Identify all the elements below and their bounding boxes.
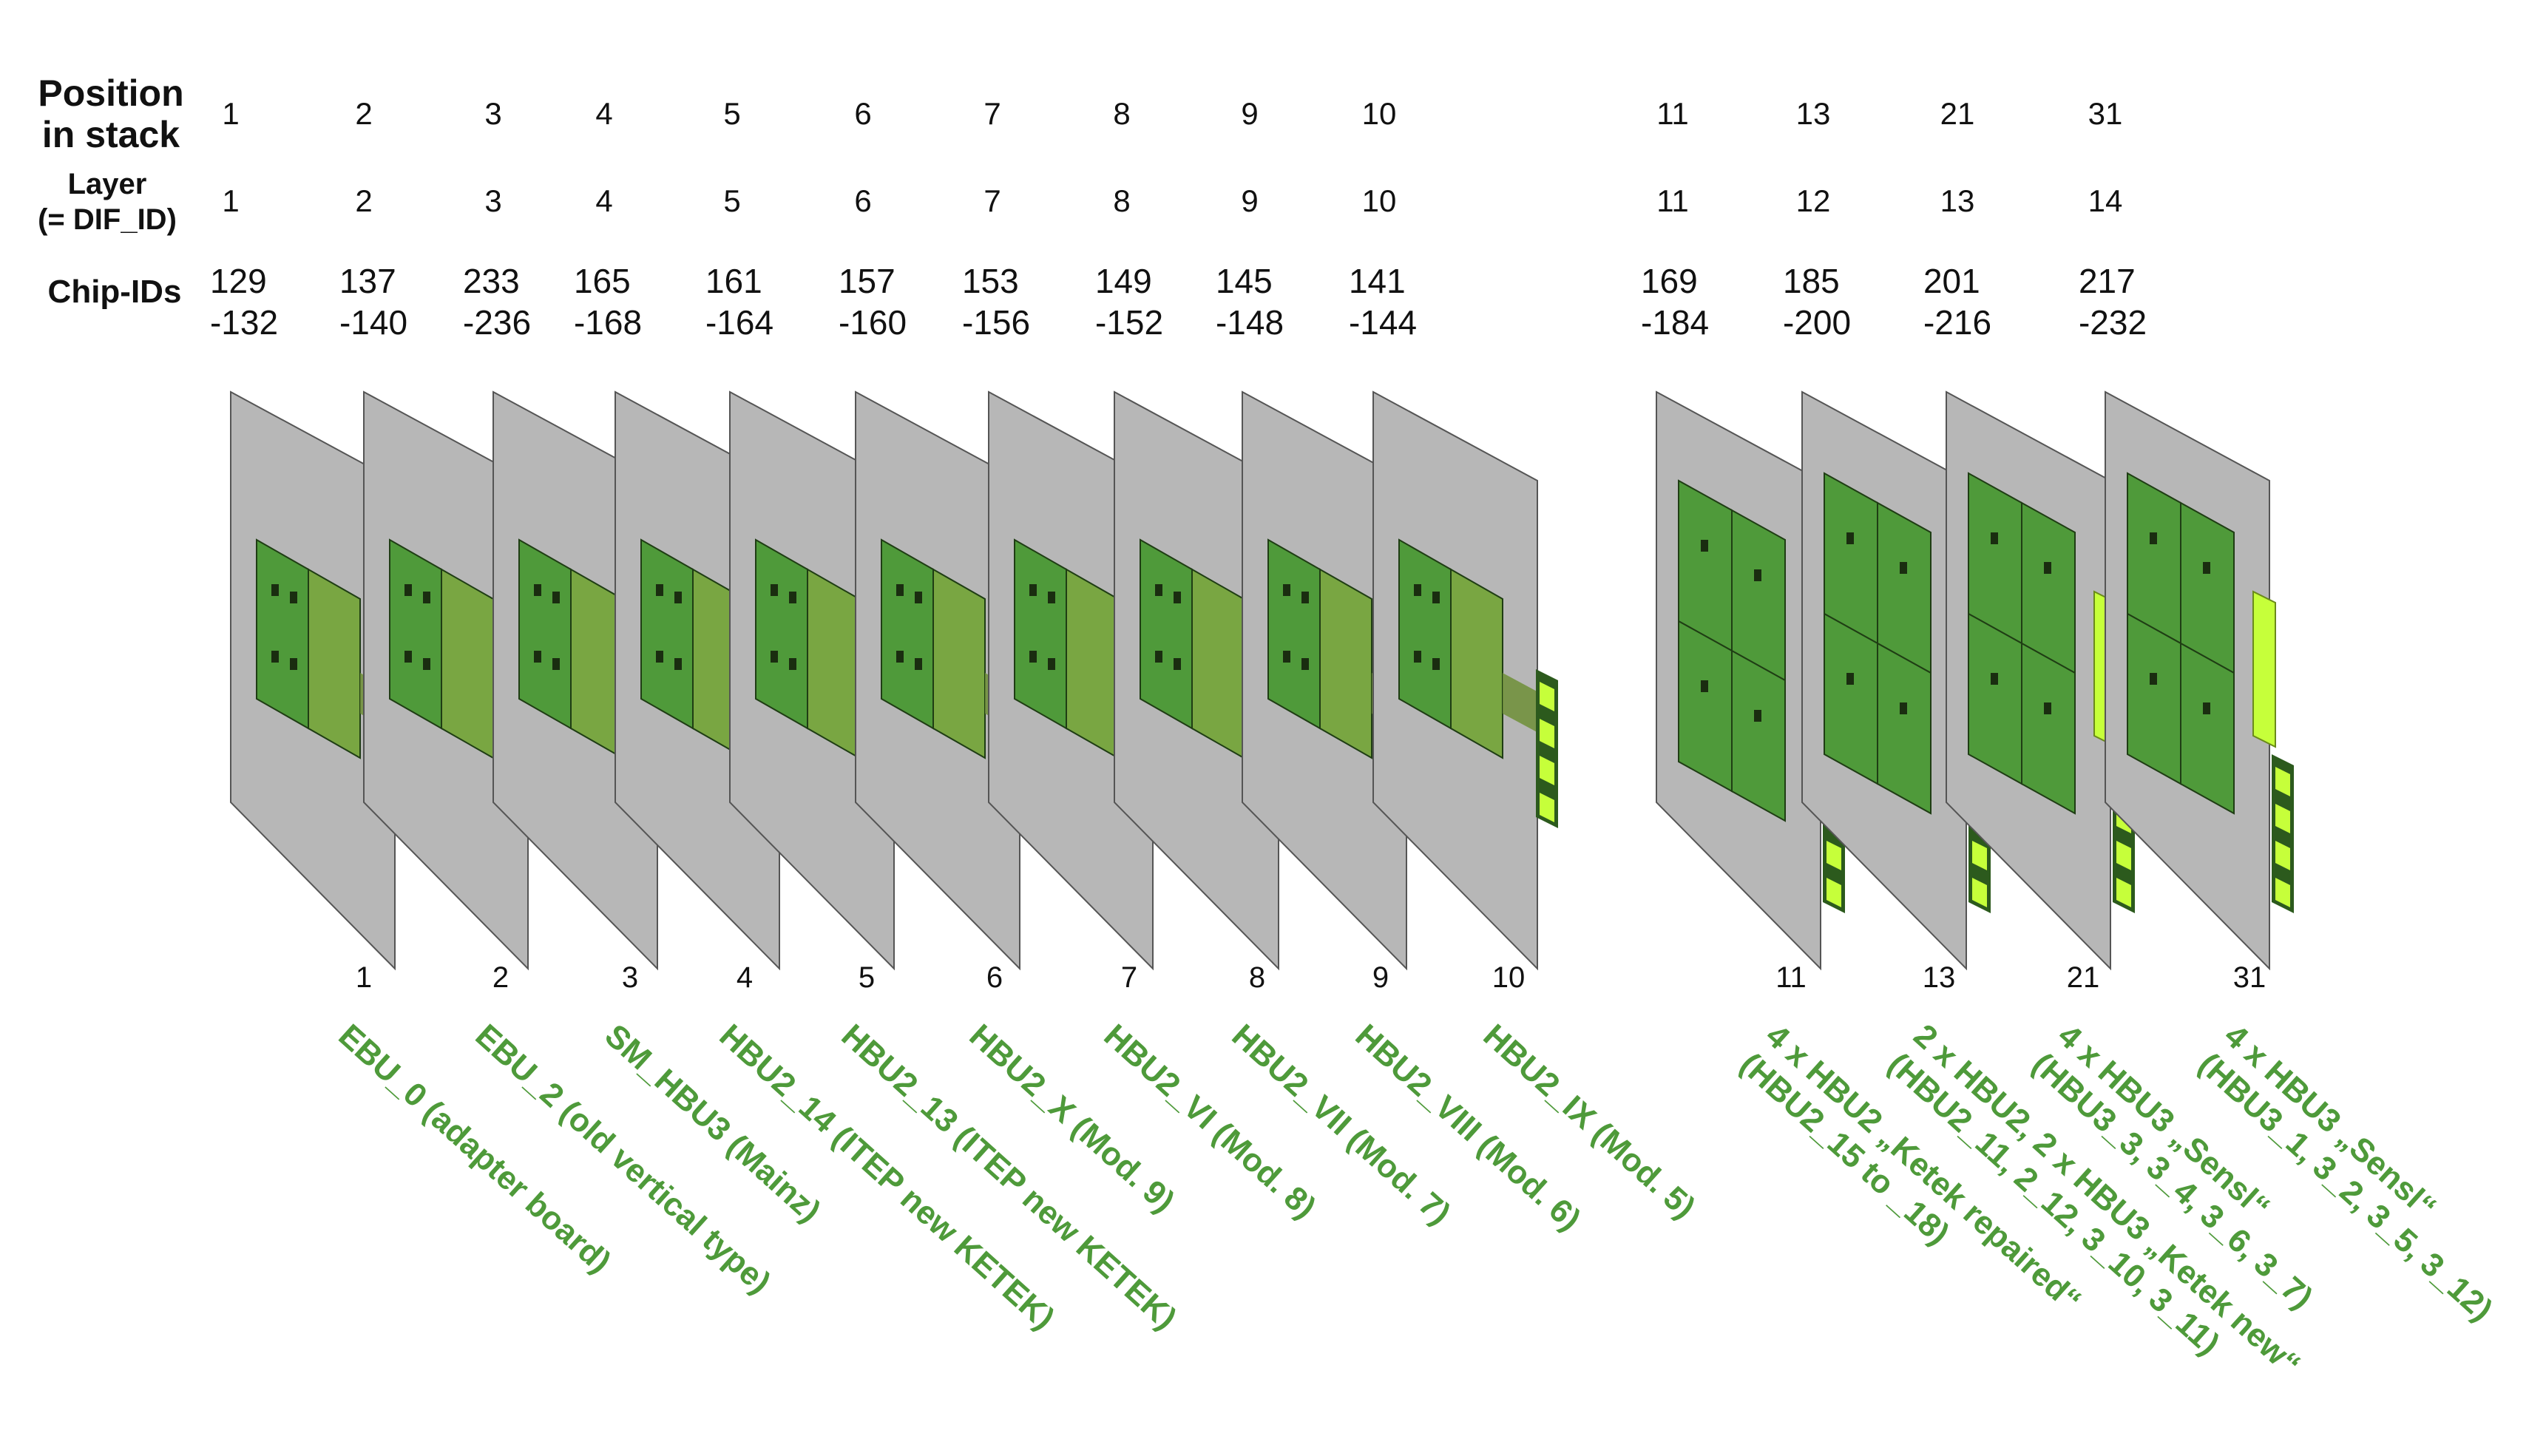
plate-10	[1372, 390, 1558, 971]
stack-position-10: 10	[1361, 96, 1397, 131]
chip-ids-3: 233 -236	[462, 262, 532, 342]
stack-position-4: 4	[595, 96, 613, 131]
stack-position-8: 8	[1113, 96, 1131, 131]
plate-number-5: 5	[858, 961, 876, 994]
chip-ids-13: 201 -216	[1923, 262, 1992, 342]
plate-number-3: 3	[621, 961, 639, 994]
layer-id-9: 9	[1241, 183, 1259, 218]
layer-id-14: 14	[2088, 183, 2123, 218]
stack-position-1: 1	[222, 96, 240, 131]
layer-id-6: 6	[854, 183, 872, 218]
layer-id-10: 10	[1361, 183, 1397, 218]
chip-ids-6: 157 -160	[838, 262, 907, 342]
position-header: Position in stack	[38, 72, 184, 155]
layer-header: Layer (= DIF_ID)	[38, 168, 177, 236]
plate-number-11: 11	[1775, 961, 1807, 994]
chip-ids-2: 137 -140	[339, 262, 408, 342]
chip-ids-8: 149 -152	[1094, 262, 1164, 342]
plate-number-9: 9	[1372, 961, 1389, 994]
chip-ids-14: 217 -232	[2078, 262, 2147, 342]
plate-12	[1801, 390, 1991, 971]
chip-ids-10: 141 -144	[1348, 262, 1418, 342]
layer-id-8: 8	[1113, 183, 1131, 218]
layer-id-7: 7	[984, 183, 1001, 218]
plate-number-10: 10	[1492, 961, 1526, 994]
chip-ids-4: 165 -168	[573, 262, 643, 342]
layer-id-2: 2	[355, 183, 373, 218]
plate-number-8: 8	[1248, 961, 1266, 994]
chip-ids-1: 129 -132	[209, 262, 279, 342]
plate-13	[1946, 390, 2135, 971]
plate-number-7: 7	[1120, 961, 1138, 994]
stack-position-11: 11	[1656, 96, 1689, 131]
plate-14	[2105, 390, 2294, 971]
stack-position-3: 3	[484, 96, 502, 131]
layer-id-5: 5	[723, 183, 741, 218]
plate-number-4: 4	[736, 961, 754, 994]
plate-number-1: 1	[355, 961, 373, 994]
plate-number-2: 2	[492, 961, 509, 994]
chip-ids-5: 161 -164	[705, 262, 774, 342]
plate-number-13: 21	[2066, 961, 2100, 994]
plate-number-6: 6	[986, 961, 1003, 994]
layer-id-12: 12	[1795, 183, 1831, 218]
stack-position-14: 31	[2088, 96, 2123, 131]
layer-id-1: 1	[222, 183, 240, 218]
chip-ids-12: 185 -200	[1782, 262, 1852, 342]
chip-ids-9: 145 -148	[1215, 262, 1284, 342]
layer-id-3: 3	[484, 183, 502, 218]
plate-number-14: 31	[2232, 961, 2266, 994]
stack-position-7: 7	[984, 96, 1001, 131]
stack-position-13: 21	[1940, 96, 1975, 131]
stack-position-6: 6	[854, 96, 872, 131]
stack-position-12: 13	[1795, 96, 1831, 131]
layer-id-11: 11	[1656, 183, 1689, 218]
stack-position-9: 9	[1241, 96, 1259, 131]
stack-position-5: 5	[723, 96, 741, 131]
stack-position-2: 2	[355, 96, 373, 131]
chip-ids-header: Chip-IDs	[47, 274, 182, 310]
layer-id-13: 13	[1940, 183, 1975, 218]
layer-id-4: 4	[595, 183, 613, 218]
chip-ids-11: 169 -184	[1640, 262, 1710, 342]
chip-ids-7: 153 -156	[961, 262, 1031, 342]
plate-number-12: 13	[1922, 961, 1956, 994]
